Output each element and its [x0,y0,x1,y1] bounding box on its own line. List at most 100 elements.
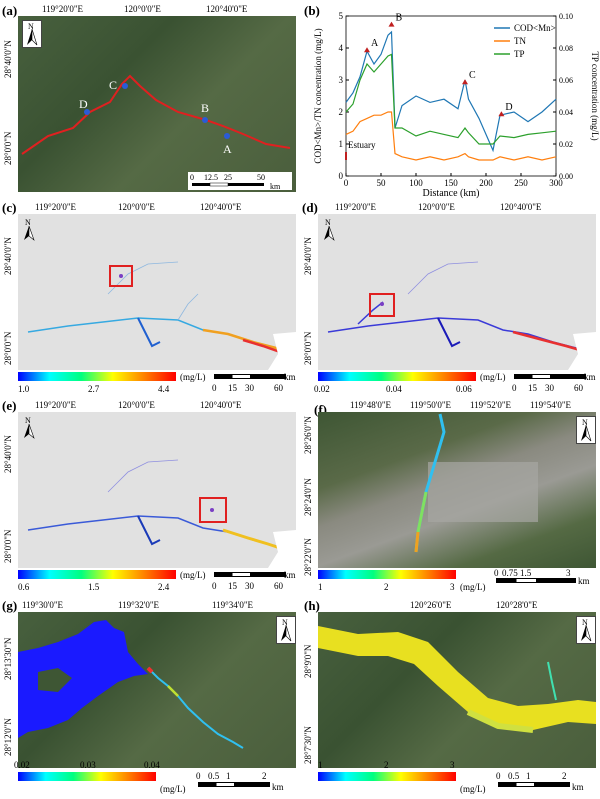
y-tick-label: 3 [339,75,344,85]
scale-label: 0 [512,383,517,393]
point-C [122,83,128,89]
series-line-0 [345,30,557,153]
colorbar [318,570,456,579]
scale-label: 12.5 [204,173,218,182]
marker-triangle [498,111,505,117]
colorbar-label: 2 [384,582,389,592]
scale-unit: km [572,782,584,792]
panel-label: (g) [2,598,18,613]
scale-label: 60 [274,383,283,393]
panel-h: (h) 120°26'0"E 120°28'0"E 28°9'0"N 28°7'… [300,598,600,799]
left-tick: 28°0'0"N [3,331,13,365]
legend-label: TP [514,49,525,59]
panel-c: (c) 119°20'0"E 120°0'0"E 120°40'0"E 28°4… [0,200,300,400]
unit-label: (mg/L) [180,372,206,382]
marker-label: C [469,70,476,81]
top-tick: 119°54'0"E [530,400,572,410]
concentration-map [18,412,296,568]
colorbar-label: 0.06 [456,384,472,394]
scale-label: 0.5 [508,771,520,781]
left-tick: 28°40'0"N [3,40,13,78]
marker-label: D [505,102,512,113]
panel-g: (g) 119°30'0"E 119°32'0"E 119°34'0"E 28°… [0,598,300,799]
top-tick: 120°0'0"E [124,4,161,14]
concentration-chart: 0 50 100 150 200 250 300 0 1 2 3 4 5 0.00 0.02 0.04 0.06… [313,11,600,199]
y-tick-label: 1 [339,139,344,149]
y2-axis-label: TP concentration (mg/L) [590,51,600,140]
x-tick-label: 100 [409,178,423,188]
top-tick: 120°0'0"E [118,400,155,410]
scale-label: 2 [562,771,567,781]
scale-unit: km [578,576,590,586]
scale-label: 15 [228,383,237,393]
top-tick: 120°40'0"E [500,202,542,212]
north-arrow: N [576,416,596,444]
colorbar-label: 1 [318,760,323,770]
top-tick: 119°52'0"E [470,400,512,410]
x-axis-label: Distance (km) [423,188,480,199]
scale-bar [498,782,570,787]
top-tick: 120°0'0"E [118,202,155,212]
colorbar-label: 3 [450,760,455,770]
legend-label: TN [514,36,526,46]
colorbar [18,570,176,579]
panel-label: (b) [304,3,320,18]
scale-label: 60 [574,383,583,393]
scale-label: 0 [496,771,501,781]
colorbar-label: 4.4 [158,384,170,394]
panel-label: (c) [2,200,17,215]
top-tick: 120°40'0"E [200,400,242,410]
left-tick: 28°13'30"N [3,637,13,680]
colorbar-label: 0.03 [80,760,96,770]
north-label: N [28,22,34,31]
scale-bar [214,374,286,379]
scale-label: 50 [257,173,265,182]
unit-label: (mg/L) [460,784,486,794]
north-arrow: N [576,616,596,644]
scale-label: 2 [262,771,267,781]
left-tick: 28°7'30"N [303,726,313,764]
north-arrow: N [322,218,336,242]
point-label: C [109,78,117,92]
colorbar-label: 2.7 [88,384,100,394]
colorbar-label: 0.02 [14,760,30,770]
colorbar-label: 1 [318,582,323,592]
concentration-map [18,214,296,370]
north-label: N [282,618,288,627]
point-D [84,109,90,115]
legend-label: COD<Mn> [514,23,556,33]
x-tick-label: 250 [514,178,528,188]
y2-tick-label: 0.04 [559,108,573,117]
north-arrow: N [22,416,36,440]
scale-unit: km [272,782,284,792]
scale-label: 60 [274,581,283,591]
scale-bar [514,374,586,379]
colorbar-label: 0.04 [144,760,160,770]
scale-label: 15 [228,581,237,591]
unit-label: (mg/L) [480,372,506,382]
north-label: N [25,416,31,425]
top-tick: 119°30'0"E [22,600,64,610]
left-tick: 28°40'0"N [3,237,13,275]
scale-label: 25 [224,173,232,182]
left-tick: 28°9'0"N [303,644,313,678]
concentration-map [318,214,596,370]
x-tick-label: 0 [344,178,349,188]
unit-label: (mg/L) [460,582,486,592]
colorbar-label: 1.0 [18,384,30,394]
left-tick: 28°0'0"N [303,331,313,365]
estuary-label: Estuary [348,140,376,150]
scale-label: 1.5 [520,568,532,578]
x-tick-label: 200 [479,178,493,188]
scale-label: 0 [212,383,217,393]
y2-tick-label: 0.06 [559,76,573,85]
top-tick: 120°0'0"E [418,202,455,212]
north-label: N [325,218,331,227]
top-tick: 119°48'0"E [350,400,392,410]
colorbar-label: 2.4 [158,582,170,592]
x-tick-label: 150 [444,178,458,188]
panel-f: (f) 119°48'0"E 119°50'0"E 119°52'0"E 119… [300,398,600,598]
y2-tick-label: 0.02 [559,140,573,149]
north-arrow: N [22,20,42,48]
scale-label: 0 [190,173,194,182]
